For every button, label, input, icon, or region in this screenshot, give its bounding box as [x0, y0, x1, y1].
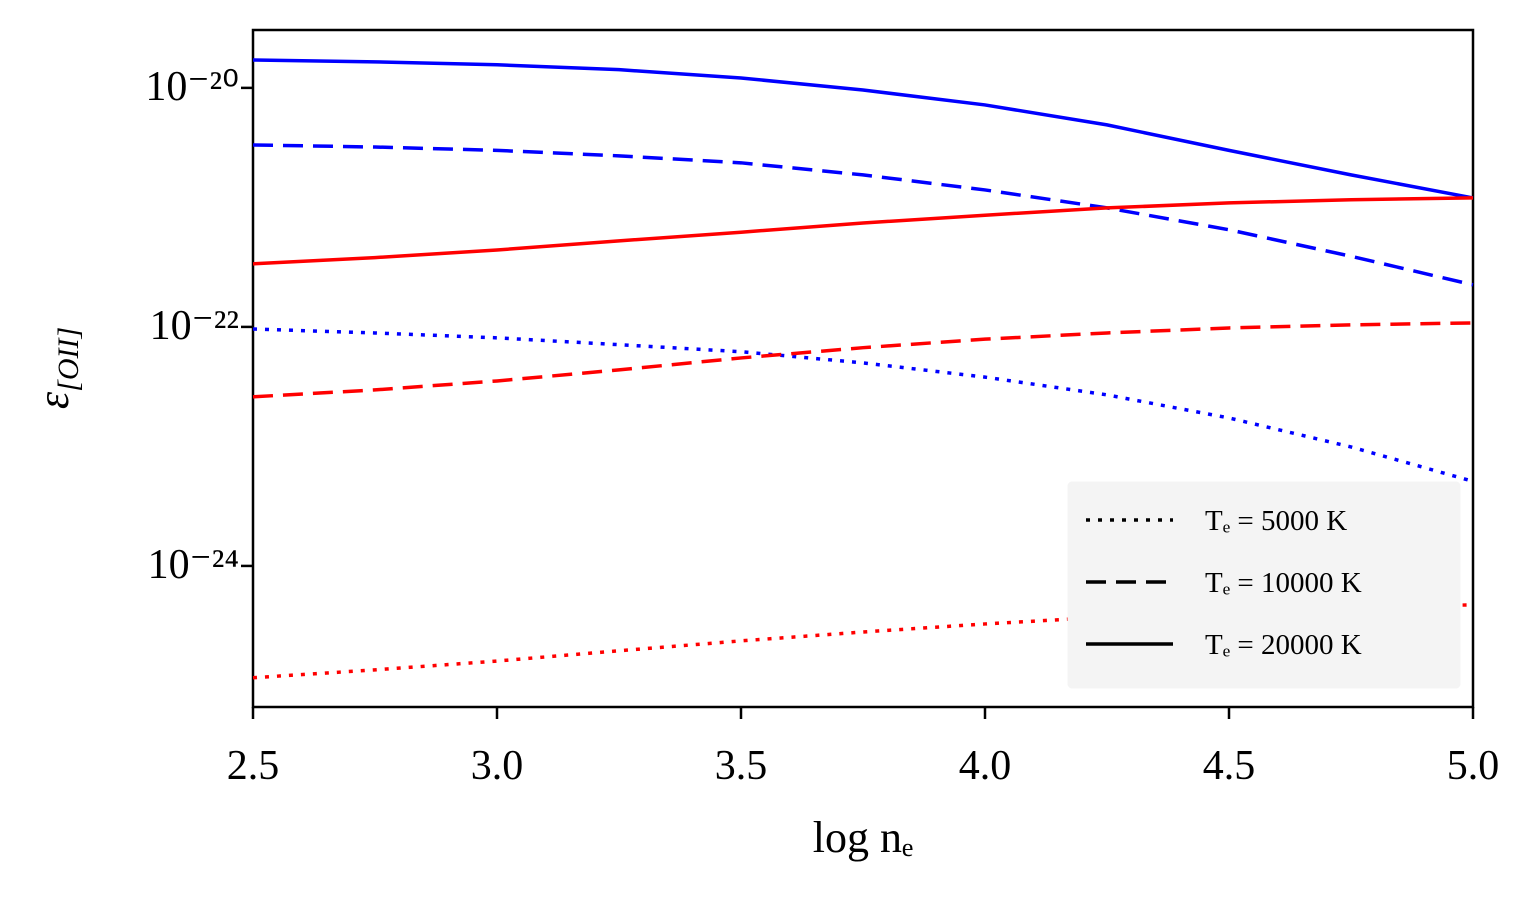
y-axis-label: ε[OII]	[29, 327, 85, 409]
series-line	[252, 327, 1474, 484]
legend-box	[1067, 481, 1461, 689]
series-line	[252, 321, 1474, 399]
x-tick-label: 2.5	[227, 743, 280, 789]
x-tick-label: 3.0	[471, 743, 524, 789]
series-line	[252, 196, 1474, 266]
series-line	[252, 143, 1474, 287]
y-label-symbol: ε	[29, 391, 78, 409]
x-axis-label: log nₑ	[813, 813, 914, 862]
x-tick-label: 3.5	[715, 743, 768, 789]
x-tick-label: 4.0	[959, 743, 1012, 789]
series-line	[252, 58, 1474, 200]
x-tick-label: 4.5	[1203, 743, 1256, 789]
y-tick-label: 10⁻²⁴	[148, 542, 239, 588]
x-tick-label: 5.0	[1447, 743, 1500, 789]
plot-frame	[251, 28, 1475, 709]
y-tick-label: 10⁻²²	[150, 303, 239, 349]
y-tick-label: 10⁻²⁰	[145, 64, 239, 110]
legend-label: Tₑ = 10000 K	[1205, 567, 1362, 599]
legend-label: Tₑ = 5000 K	[1205, 505, 1347, 537]
y-label-subscript: [OII]	[52, 327, 85, 392]
legend-label: Tₑ = 20000 K	[1205, 629, 1362, 661]
